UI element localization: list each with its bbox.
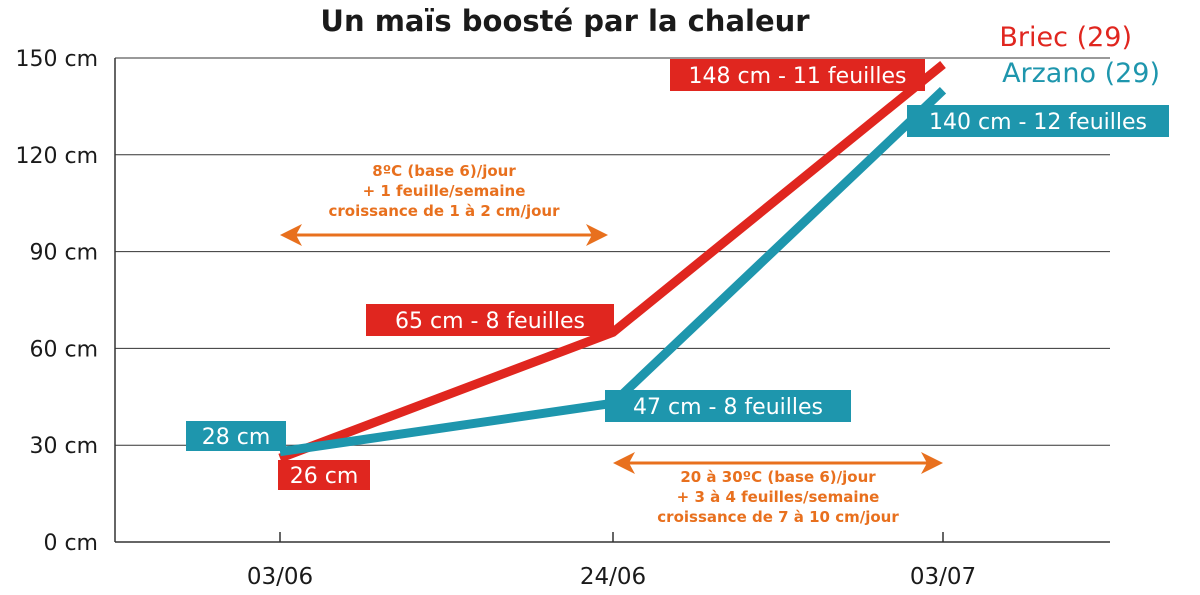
- data-label-box: [605, 390, 851, 422]
- data-label-box: [670, 59, 925, 91]
- data-label-box: [186, 421, 286, 451]
- data-label: 26 cm: [290, 464, 359, 489]
- data-label: 65 cm - 8 feuilles: [395, 309, 585, 334]
- annotation-arrowhead-right: [921, 452, 943, 474]
- data-label-box: [907, 105, 1169, 137]
- chart-title: Un maïs boosté par la chaleur: [320, 4, 810, 38]
- y-tick-label: 0 cm: [43, 531, 98, 556]
- x-tick-label: 03/07: [910, 564, 976, 590]
- data-label: 148 cm - 11 feuilles: [689, 64, 907, 89]
- data-label: 140 cm - 12 feuilles: [929, 110, 1147, 135]
- annotation-arrowhead-right: [586, 224, 608, 246]
- annotation-text: 8ºC (base 6)/jour: [372, 162, 516, 180]
- x-tick-label: 24/06: [580, 564, 646, 590]
- data-label: 47 cm - 8 feuilles: [633, 395, 823, 420]
- x-tick-label: 03/06: [247, 564, 313, 590]
- annotation-text: 20 à 30ºC (base 6)/jour: [680, 468, 876, 486]
- legend-arzano: Arzano (29): [1002, 58, 1160, 89]
- annotation-text: croissance de 7 à 10 cm/jour: [657, 508, 899, 526]
- y-tick-label: 60 cm: [29, 337, 98, 362]
- annotation-text: croissance de 1 à 2 cm/jour: [329, 202, 561, 220]
- data-label-box: [366, 304, 614, 336]
- y-tick-label: 150 cm: [15, 47, 98, 72]
- legend-briec: Briec (29): [999, 22, 1132, 53]
- y-tick-label: 90 cm: [29, 241, 98, 266]
- annotation-arrowhead-left: [280, 224, 302, 246]
- y-tick-label: 30 cm: [29, 434, 98, 459]
- data-label-box: [278, 460, 370, 490]
- annotation-text: + 1 feuille/semaine: [363, 182, 526, 200]
- annotation-arrowhead-left: [613, 452, 635, 474]
- data-label: 28 cm: [202, 425, 271, 450]
- y-tick-label: 120 cm: [15, 144, 98, 169]
- annotation-text: + 3 à 4 feuilles/semaine: [677, 488, 880, 506]
